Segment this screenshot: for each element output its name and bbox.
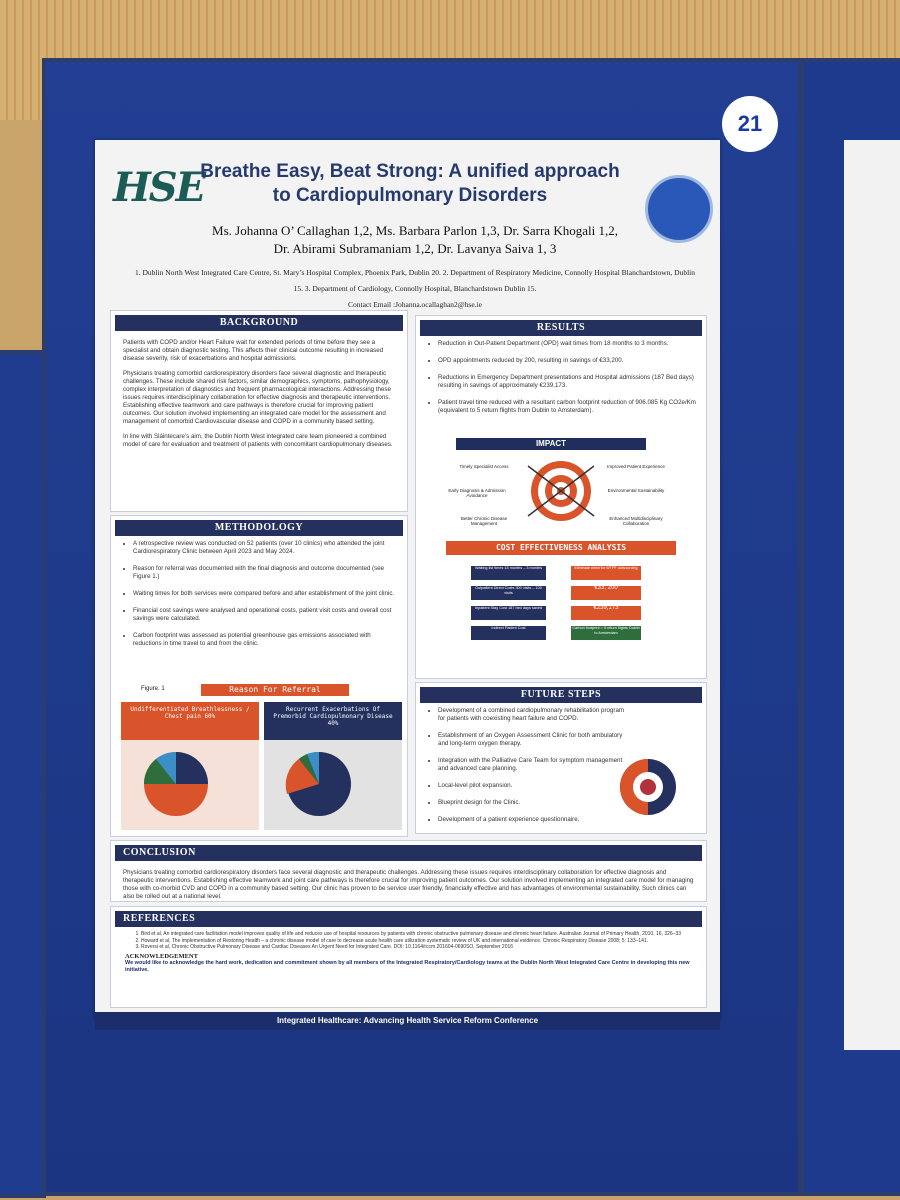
ack-text: We would like to acknowledge the hard wo… [125,959,690,973]
results-list: Reduction in Out-Patient Department (OPD… [416,340,706,415]
authors-line-2: Dr. Abirami Subramaniam 1,2, Dr. Lavanya… [273,241,557,256]
results-heading: RESULTS [420,320,702,336]
references-panel: REFERENCES Bird et al, An integrated car… [110,906,707,1008]
hse-logo: HSE [113,164,206,211]
left-board [0,350,46,1198]
reference-item: Roversi et al, Chronic Obstructive Pulmo… [141,944,696,951]
authors: Ms. Johanna O’ Callaghan 1,2, Ms. Barbar… [195,222,635,258]
cea-left-item: Waiting list times 18 months – 3 months [471,566,546,580]
future-panel: FUTURE STEPS Development of a combined c… [415,682,707,834]
chart-2-pie [285,751,351,816]
future-item: Local-level pilot expansion. [438,782,628,790]
affiliations: 1. Dublin North West Integrated Care Cen… [135,268,696,293]
methodology-panel: METHODOLOGY A retrospective review was c… [110,515,408,837]
programme-badge [645,175,713,243]
cea-right-item: €33, 200 [571,585,641,600]
figure-title: Reason For Referral [201,684,349,696]
conclusion-text: Physicians treating comorbid cardiorespi… [123,869,694,900]
background-heading: BACKGROUND [115,315,403,331]
methodology-item: Carbon footprint was assessed as potenti… [133,632,397,648]
references-heading: REFERENCES [115,911,702,927]
methodology-item: Reason for referral was documented with … [133,565,397,581]
results-panel: RESULTS Reduction in Out-Patient Departm… [415,315,707,679]
authors-line-1: Ms. Johanna O’ Callaghan 1,2, Ms. Barbar… [212,223,618,238]
chart-1-card: Undifferentiated Breathlessness / Chest … [121,702,259,830]
cea-left-item: Outpatient Direct Costs 300 visits – 100… [471,586,546,600]
results-item: Reduction in Out-Patient Department (OPD… [438,340,696,348]
poster: HSE Breathe Easy, Beat Strong: A unified… [95,140,720,1020]
background-p2: Physicians treating comorbid cardiorespi… [123,370,391,425]
contact-email: Contact Email :Johanna.ocallaghan2@hse.i… [348,300,482,309]
impact-label: Better Chronic Disease Management [460,516,508,526]
poster-title: Breathe Easy, Beat Strong: A unified app… [200,161,620,206]
conclusion-panel: CONCLUSION Physicians treating comorbid … [110,840,707,902]
methodology-item: Financial cost savings were analysed and… [133,607,397,623]
chart-1-title: Undifferentiated Breathlessness / Chest … [121,702,259,740]
cea-title: COST EFFECTIVENESS ANALYSIS [446,541,676,555]
cea-right-item: €239,173 [571,605,641,620]
impact-label: Early Diagnosis & Admission Avoidance [448,488,506,498]
reference-item: Howard et al, The implementation of Rest… [141,938,696,945]
impact-label: Environmental Sustainability [607,488,665,493]
chart-2-title: Recurrent Exacerbations Of Premorbid Car… [264,702,402,740]
background-p3: In line with Sláintecare’s aim, the Dubl… [123,433,393,448]
ack-heading: ACKNOWLEDGEMENT [125,952,198,960]
future-heading: FUTURE STEPS [420,687,702,703]
impact-title: IMPACT [456,438,646,450]
cea-right-item: Eliminate need for WTPF outsourcing [571,566,641,580]
poster-number: 21 [722,96,778,152]
cea-left-item: Indirect Patient Cost [471,626,546,640]
impact-target [527,461,595,521]
background-p1: Patients with COPD and/or Heart Failure … [123,339,384,362]
future-item: Development of a combined cardiopulmonar… [438,707,628,723]
impact-label: Timely Specialist Access [459,464,509,469]
conclusion-heading: CONCLUSION [115,845,702,861]
results-item: OPD appointments reduced by 200, resulti… [438,357,696,365]
future-item: Blueprint design for the Clinic. [438,799,628,807]
methodology-heading: METHODOLOGY [115,520,403,536]
methodology-item: Waiting times for both services were com… [133,590,397,598]
results-item: Reductions in Emergency Department prese… [438,374,696,390]
impact-label: Improved Patient Experience [607,464,665,469]
chart-1-pie [144,752,208,816]
future-item: Establishment of an Oxygen Assessment Cl… [438,732,628,748]
chart-2-card: Recurrent Exacerbations Of Premorbid Car… [264,702,402,830]
figure-label: Figure. 1 [141,686,165,692]
reference-item: Bird et al, An integrated care facilitat… [141,931,696,938]
future-list: Development of a combined cardiopulmonar… [416,707,638,824]
cea-right-item: Carbon footprint = 5 return flights Dubl… [571,626,641,640]
background-panel: BACKGROUND Patients with COPD and/or Hea… [110,310,408,512]
impact-label: Enhanced Multidisciplinary Collaboration [609,516,663,526]
results-item: Patient travel time reduced with a resul… [438,399,696,415]
cea-left-item: Inpatient Stay Cost 187 bed days saved [471,606,546,620]
future-item: Integration with the Palliative Care Tea… [438,757,628,773]
future-item: Development of a patient experience ques… [438,816,628,824]
references-list: Bird et al, An integrated care facilitat… [111,931,706,951]
future-graphic [620,759,676,815]
adjacent-poster [844,140,900,1050]
methodology-item: A retrospective review was conducted on … [133,540,397,556]
conference-banner: Integrated Healthcare: Advancing Health … [95,1012,720,1030]
methodology-list: A retrospective review was conducted on … [111,540,407,648]
